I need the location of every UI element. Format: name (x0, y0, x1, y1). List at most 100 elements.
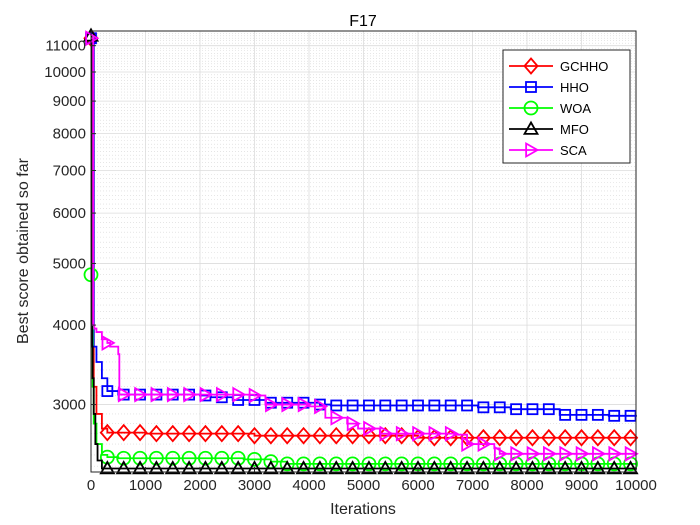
data-point-mfo (393, 460, 410, 475)
data-point-woa (459, 456, 475, 472)
data-point-gchho (328, 426, 344, 445)
x-tick-label: 2000 (183, 477, 216, 494)
data-point-woa (443, 456, 459, 472)
data-point-woa (475, 456, 491, 472)
data-point-mfo (311, 460, 328, 475)
data-point-gchho (116, 423, 132, 442)
data-point-sca (248, 387, 263, 404)
data-point-woa (181, 450, 197, 466)
series-mfo (82, 27, 639, 475)
data-point-hho (461, 399, 473, 412)
data-point-sca (477, 436, 492, 453)
x-tick-label: 5000 (347, 477, 380, 494)
data-point-sca (314, 398, 329, 415)
data-point-gchho (492, 428, 508, 447)
data-point-gchho (295, 426, 312, 445)
data-point-hho (510, 403, 523, 416)
data-point-woa (247, 451, 262, 467)
x-tick-label: 7000 (456, 477, 489, 494)
data-point-mfo (131, 460, 149, 475)
y-axis-label: Best score obtained so far (15, 157, 32, 344)
data-point-hho (477, 401, 490, 414)
data-point-mfo (475, 460, 492, 475)
data-point-mfo (230, 460, 247, 475)
data-point-hho (559, 408, 572, 421)
data-point-hho (444, 399, 457, 412)
legend-item-gchho: GCHHO (509, 57, 608, 75)
data-point-hho (412, 399, 424, 412)
data-point-mfo (377, 460, 394, 475)
data-point-sca (592, 445, 607, 462)
data-point-sca (395, 425, 410, 442)
data-point-woa (165, 450, 181, 466)
data-point-mfo (426, 460, 443, 475)
data-point-sca (216, 386, 231, 403)
legend-label-mfo: MFO (560, 122, 589, 137)
data-point-mfo (540, 460, 557, 475)
data-point-gchho (263, 426, 279, 445)
data-point-sca (575, 445, 590, 462)
data-point-woa (296, 456, 311, 472)
data-point-sca (265, 396, 280, 413)
legend-item-hho: HHO (509, 80, 589, 95)
data-point-mfo (164, 460, 181, 475)
data-point-mfo (344, 460, 361, 475)
data-point-sca (297, 396, 312, 413)
data-point-woa (361, 456, 377, 472)
legend-item-mfo: MFO (509, 120, 589, 137)
data-point-sca (166, 386, 182, 403)
data-point-gchho (279, 426, 295, 445)
data-point-sca (346, 415, 361, 432)
data-point-sca (526, 445, 541, 462)
chart-title: F17 (349, 13, 377, 30)
data-point-woa (426, 456, 442, 472)
x-tick-label: 9000 (565, 477, 598, 494)
legend: GCHHO HHO WOA MFO SCA (502, 49, 631, 164)
x-tick-label: 8000 (510, 477, 543, 494)
legend-label-woa: WOA (560, 101, 591, 116)
data-point-sca (412, 425, 427, 442)
legend-item-woa: WOA (509, 100, 591, 116)
data-point-mfo (622, 460, 639, 475)
data-point-hho (346, 399, 359, 412)
y-tick-label: 4000 (53, 317, 86, 334)
data-point-mfo (181, 460, 198, 475)
data-point-hho (608, 409, 621, 422)
data-point-mfo (328, 460, 345, 475)
data-point-woa (394, 456, 410, 472)
y-tick-label: 8000 (53, 126, 86, 143)
grid (90, 31, 637, 472)
data-point-gchho (475, 428, 492, 447)
data-point-sca (232, 386, 247, 403)
data-point-gchho (524, 428, 541, 447)
legend-marker-woa (523, 100, 539, 116)
data-point-woa (214, 450, 230, 466)
data-point-sca (543, 445, 558, 462)
data-point-sca (363, 420, 378, 437)
x-tick-label: 10000 (615, 477, 657, 494)
data-point-woa (132, 450, 148, 466)
data-point-gchho (214, 424, 230, 443)
data-point-mfo (99, 460, 116, 475)
data-point-sca (183, 386, 198, 403)
series-layer (82, 27, 639, 475)
y-tick-label: 6000 (53, 205, 86, 222)
data-point-woa (230, 450, 246, 466)
data-point-sca (379, 425, 394, 442)
legend-marker-mfo (522, 120, 540, 135)
data-point-sca (510, 445, 525, 462)
legend-label-gchho: GCHHO (560, 59, 608, 74)
data-point-sca (199, 386, 214, 403)
legend-marker-sca (525, 141, 540, 159)
data-point-mfo (262, 460, 279, 475)
data-point-sca (281, 396, 296, 413)
data-point-gchho (197, 424, 214, 443)
data-point-mfo (491, 460, 508, 475)
x-tick-label: 3000 (238, 477, 271, 494)
data-point-sca (150, 386, 165, 403)
legend-marker-gchho (523, 57, 539, 75)
data-point-gchho (132, 423, 148, 442)
data-point-mfo (557, 460, 574, 475)
data-point-sca (493, 445, 509, 462)
y-tick-label: 9000 (53, 93, 86, 110)
